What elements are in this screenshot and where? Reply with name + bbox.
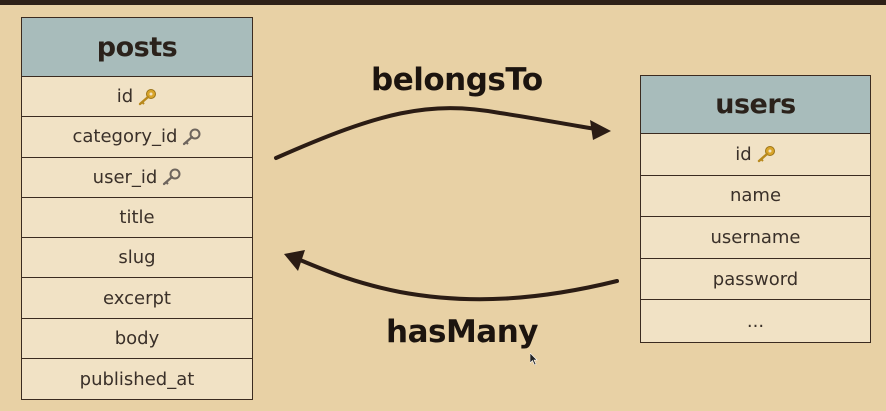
mouse-pointer-icon xyxy=(530,353,538,365)
posts-field-label: user_id xyxy=(92,166,158,188)
posts-field-label: category_id xyxy=(72,126,178,148)
posts-field-row: excerpt xyxy=(22,278,252,319)
users-field-label: name xyxy=(729,185,782,207)
gold-key-icon xyxy=(757,146,775,163)
belongs-to-arrow xyxy=(274,106,598,160)
users-field-row: password xyxy=(641,259,870,301)
has-many-label: hasMany xyxy=(386,314,538,350)
top-border-bar xyxy=(0,0,886,5)
has-many-arrowhead xyxy=(284,250,305,271)
users-table-title: users xyxy=(641,76,870,134)
posts-field-row: id xyxy=(22,77,252,118)
posts-field-row: category_id xyxy=(22,117,252,158)
posts-field-label: published_at xyxy=(79,368,195,390)
users-field-label: ... xyxy=(746,310,765,332)
belongs-to-label: belongsTo xyxy=(371,62,543,98)
users-field-row: username xyxy=(641,217,870,259)
gray-key-icon xyxy=(183,128,201,146)
users-field-row: id xyxy=(641,134,870,176)
posts-field-row: user_id xyxy=(22,158,252,198)
posts-field-label: title xyxy=(119,207,155,229)
posts-field-label: body xyxy=(114,327,160,349)
users-field-label: id xyxy=(735,143,752,165)
posts-field-label: excerpt xyxy=(103,287,171,309)
gold-key-icon xyxy=(139,88,157,105)
posts-field-row: body xyxy=(22,319,252,360)
users-field-label: password xyxy=(712,268,799,290)
belongs-to-arrowhead xyxy=(590,120,611,140)
users-field-row: ... xyxy=(641,300,870,342)
has-many-arrow xyxy=(298,258,619,302)
users-table: users id name username password ... xyxy=(640,75,871,343)
posts-field-row: title xyxy=(22,198,252,239)
users-field-label: username xyxy=(710,226,801,248)
users-field-row: name xyxy=(641,176,870,218)
posts-table: posts id category_id user_id title slug … xyxy=(21,17,253,401)
posts-field-row: published_at xyxy=(22,359,252,399)
posts-field-label: slug xyxy=(118,247,156,269)
gray-key-icon xyxy=(163,168,181,186)
posts-field-row: slug xyxy=(22,238,252,279)
posts-table-title: posts xyxy=(22,18,252,77)
posts-field-label: id xyxy=(116,86,134,108)
